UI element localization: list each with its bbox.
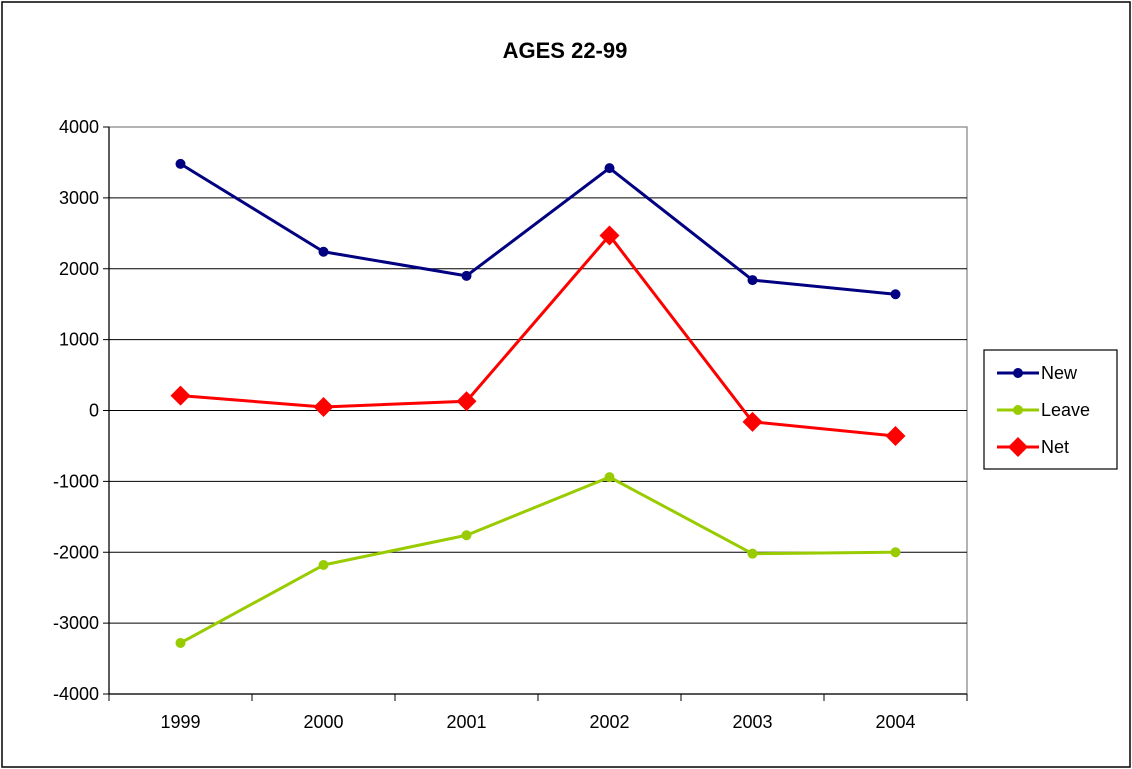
legend-marker-new xyxy=(1013,368,1023,378)
series-leave xyxy=(175,472,901,648)
data-point-new xyxy=(604,163,615,174)
series-line-net xyxy=(180,233,896,438)
data-point-leave xyxy=(747,548,758,559)
data-point-new xyxy=(318,246,329,257)
data-point-net xyxy=(313,396,334,417)
legend-label-net: Net xyxy=(1041,437,1069,457)
series-net xyxy=(170,225,906,447)
y-tick-label: 0 xyxy=(89,401,99,421)
data-point-leave xyxy=(604,472,615,483)
data-point-new xyxy=(747,275,758,286)
legend-marker-net xyxy=(1008,437,1028,457)
y-tick-label: -2000 xyxy=(53,542,99,562)
legend-item-new: New xyxy=(997,363,1078,383)
x-tick-label: 2001 xyxy=(446,712,486,732)
legend-label-leave: Leave xyxy=(1041,400,1090,420)
data-point-net xyxy=(170,385,191,406)
x-tick-label: 2003 xyxy=(732,712,772,732)
legend: New Leave Net xyxy=(983,349,1118,470)
legend-marker-leave xyxy=(1013,405,1023,415)
legend-item-net: Net xyxy=(997,437,1069,457)
x-tick-label: 2004 xyxy=(875,712,915,732)
series-group xyxy=(170,158,906,648)
legend-item-leave: Leave xyxy=(997,400,1090,420)
x-tick-label: 2002 xyxy=(589,712,629,732)
data-point-leave xyxy=(175,637,186,648)
series-line-leave xyxy=(179,475,896,645)
data-point-new xyxy=(175,158,186,169)
y-tick-label: -1000 xyxy=(53,471,99,491)
legend-label-new: New xyxy=(1041,363,1078,383)
y-tick-label: 2000 xyxy=(59,259,99,279)
y-tick-label: 3000 xyxy=(59,188,99,208)
axes: 4000 3000 2000 1000 0 -1000 -2000 -3000 -4000 199… xyxy=(53,117,968,732)
x-tick-label: 1999 xyxy=(160,712,200,732)
data-point-net xyxy=(456,391,477,412)
chart-title: AGES 22-99 xyxy=(503,38,628,63)
data-point-leave xyxy=(318,560,329,571)
data-point-leave xyxy=(461,530,472,541)
data-point-new xyxy=(890,289,901,300)
series-line-new xyxy=(179,162,896,296)
data-point-leave xyxy=(890,547,901,558)
y-tick-label: -3000 xyxy=(53,613,99,633)
x-tick-label: 2000 xyxy=(303,712,343,732)
data-point-new xyxy=(461,270,472,281)
y-tick-label: 4000 xyxy=(59,117,99,137)
data-point-net xyxy=(599,225,620,246)
data-point-net xyxy=(885,426,906,447)
y-tick-label: 1000 xyxy=(59,330,99,350)
series-new xyxy=(175,158,901,300)
y-tick-label: -4000 xyxy=(53,684,99,704)
data-point-net xyxy=(742,411,763,432)
grid-lines xyxy=(109,197,967,624)
